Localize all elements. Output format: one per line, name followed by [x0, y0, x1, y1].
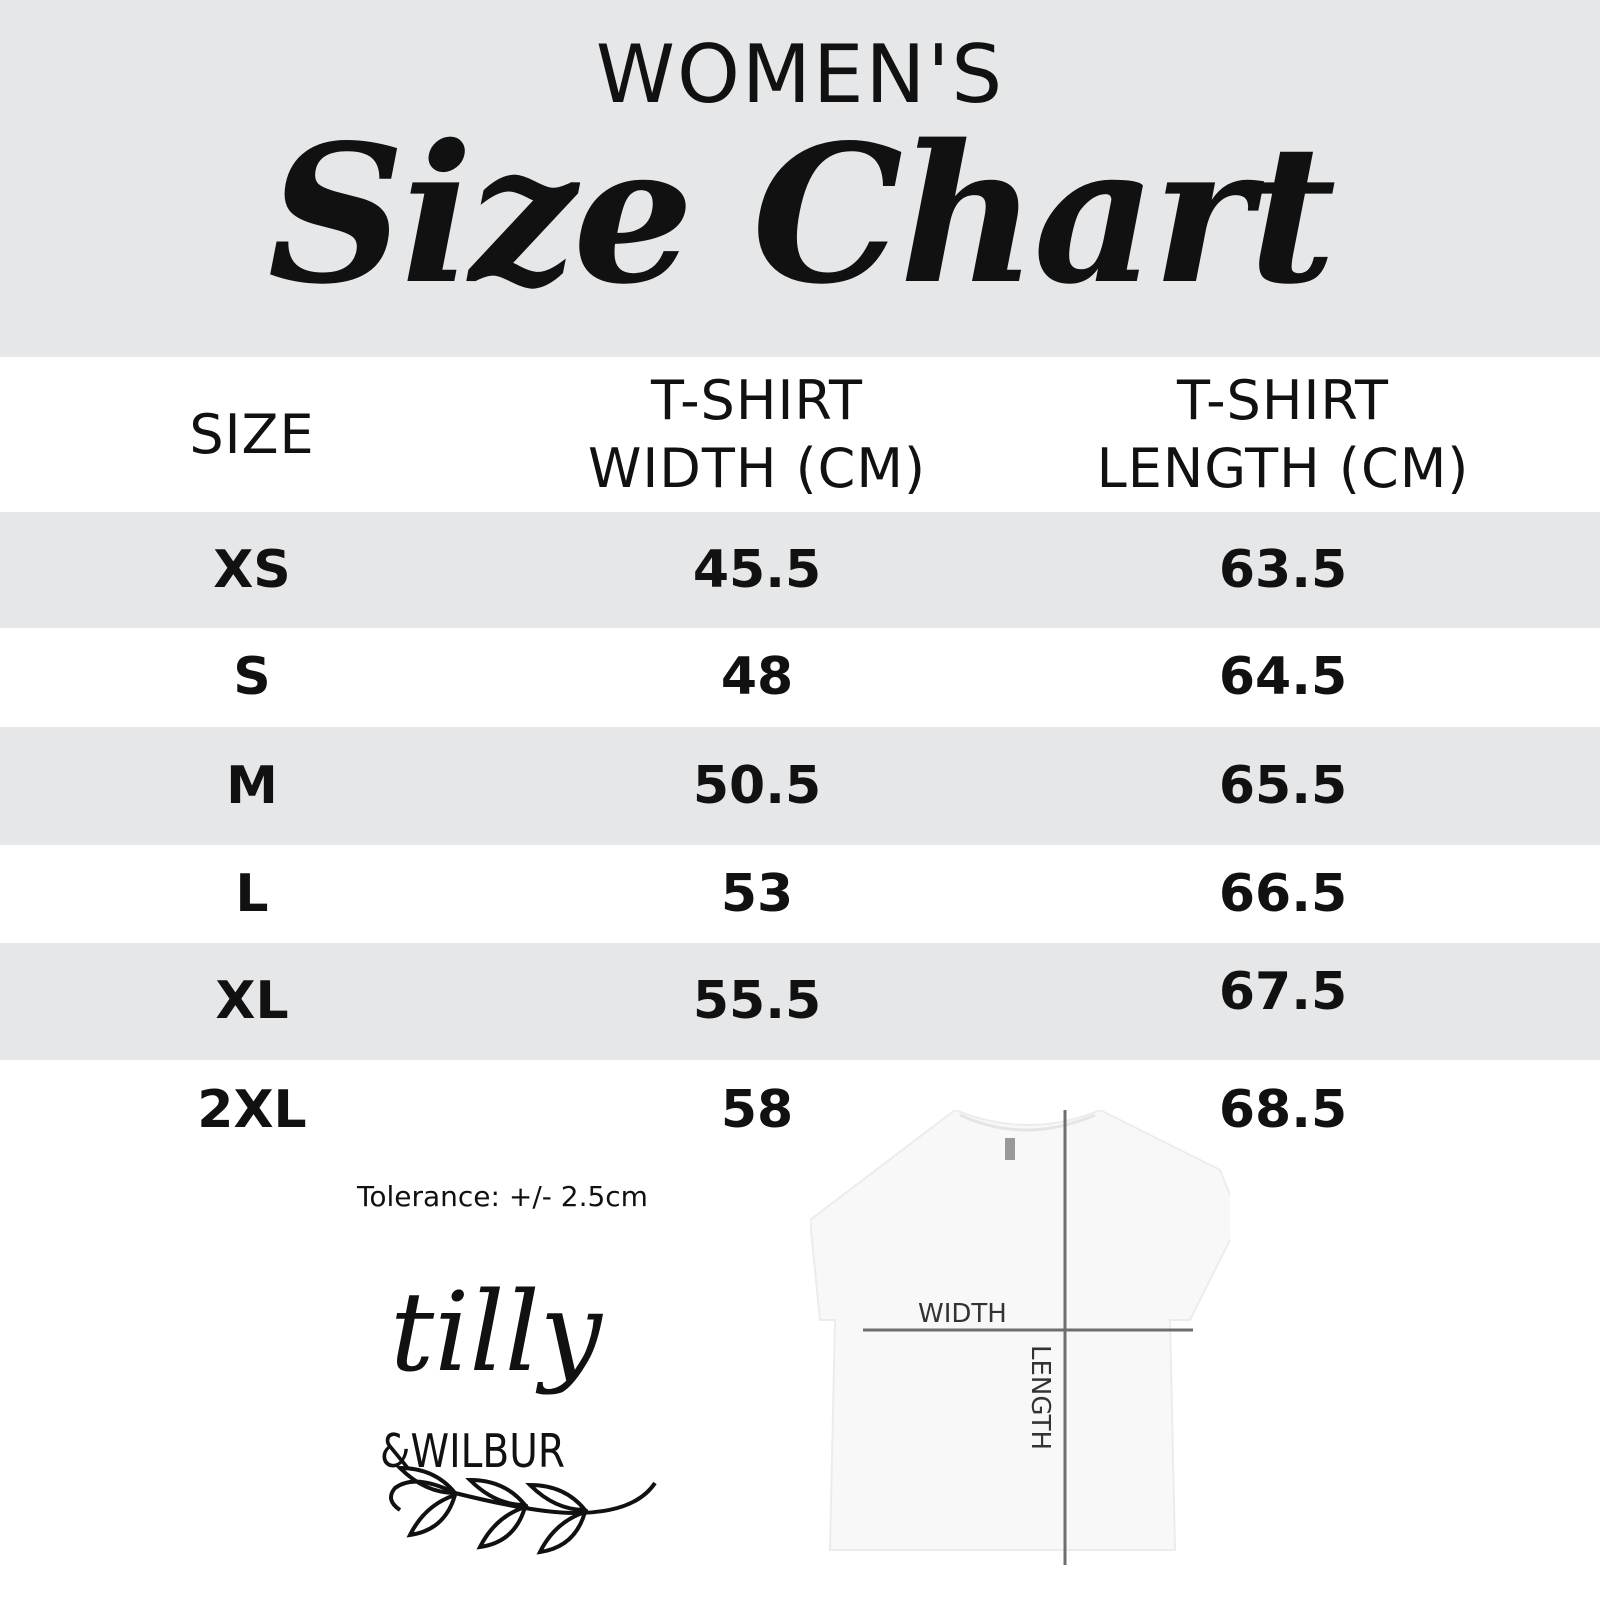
- length-cell: 63.5: [1218, 539, 1348, 600]
- table-header-row: SIZE T-SHIRT WIDTH (CM) T-SHIRT LENGTH (CM…: [0, 357, 1600, 512]
- tshirt-diagram: WIDTH LENGTH: [810, 1110, 1230, 1565]
- size-cell: L: [235, 863, 269, 924]
- neck-label-icon: [1005, 1138, 1015, 1160]
- size-cell: XL: [215, 971, 289, 1031]
- length-cell: 64.5: [1218, 647, 1348, 707]
- width-cell: 53: [720, 863, 794, 924]
- table-row: XS 45.5 63.5: [0, 512, 1600, 628]
- column-header-length: T-SHIRT LENGTH (CM): [1033, 357, 1533, 512]
- width-label: WIDTH: [918, 1299, 1007, 1329]
- column-header-length-line1: T-SHIRT: [1177, 369, 1389, 432]
- width-cell: 58: [720, 1079, 794, 1140]
- table-row: M 50.5 65.5: [0, 727, 1600, 845]
- brand-logo: tilly &WILBUR: [380, 1268, 657, 1555]
- table-row: XL 55.5 67.5: [0, 943, 1600, 1060]
- logo-tilly: tilly: [390, 1268, 604, 1396]
- width-cell: 48: [720, 647, 794, 707]
- size-cell: XS: [213, 539, 291, 600]
- width-cell: 55.5: [692, 971, 822, 1031]
- table-row: S 48 64.5: [0, 628, 1600, 727]
- length-cell: 65.5: [1218, 755, 1348, 816]
- width-cell: 50.5: [692, 755, 822, 816]
- length-cell: 66.5: [1218, 863, 1348, 924]
- width-cell: 45.5: [692, 539, 822, 600]
- column-header-width: T-SHIRT WIDTH (CM): [557, 357, 957, 512]
- column-header-width-line2: WIDTH (CM): [587, 436, 927, 500]
- tshirt-collar: [959, 1113, 1096, 1132]
- tolerance-note: Tolerance: +/- 2.5cm: [357, 1180, 648, 1213]
- size-cell: S: [233, 647, 271, 707]
- length-cell: 68.5: [1218, 1079, 1348, 1140]
- page-title: Size Chart: [267, 103, 1337, 326]
- table-row: 2XL 58 68.5: [0, 1060, 1600, 1160]
- leaf-branch-icon: [389, 1465, 657, 1555]
- column-header-size-text: SIZE: [189, 402, 315, 466]
- column-header-width-line1: T-SHIRT: [651, 369, 863, 432]
- kicker-title: WOMEN'S: [595, 28, 1005, 121]
- column-header-length-line2: LENGTH (CM): [1096, 436, 1470, 500]
- length-cell: 67.5: [1218, 962, 1348, 1022]
- size-cell: M: [226, 755, 278, 816]
- column-header-size: SIZE: [152, 357, 352, 512]
- length-label: LENGTH: [1025, 1345, 1055, 1450]
- header-band: WOMEN'S Size Chart: [0, 0, 1600, 357]
- size-cell: 2XL: [197, 1079, 307, 1140]
- table-row: L 53 66.5: [0, 845, 1600, 943]
